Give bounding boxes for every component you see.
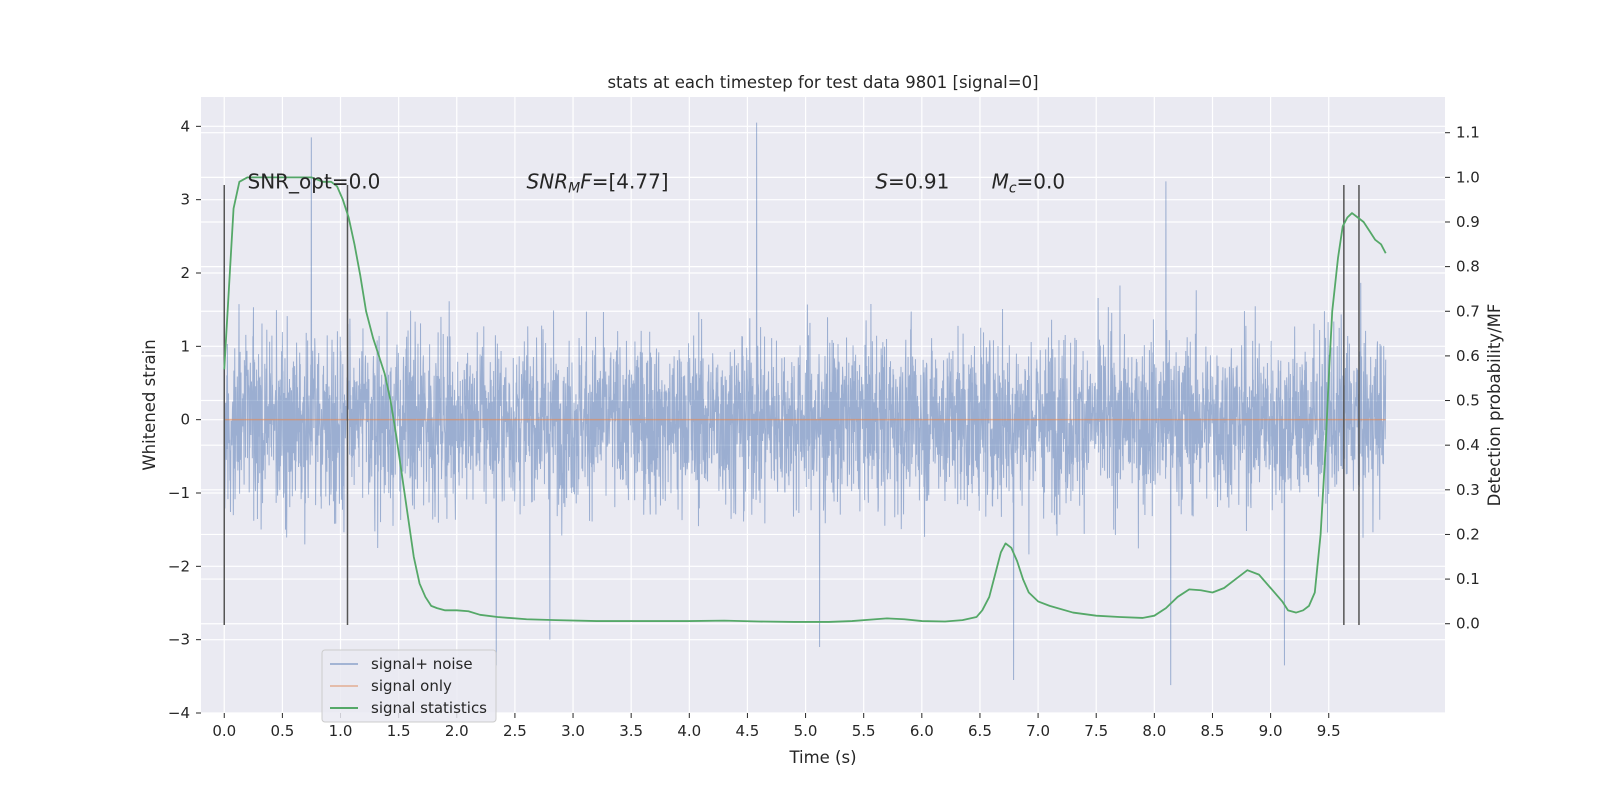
y2-tick-label: 0.8: [1456, 258, 1480, 276]
y-tick-label: −2: [168, 557, 190, 575]
y2-tick-label: 0.4: [1456, 436, 1480, 454]
y2-tick-label: 0.3: [1456, 481, 1480, 499]
y-tick-labels: 4 3 2 1 0 −1 −2 −3 −4: [168, 117, 201, 722]
annotation-text: SNR_opt=0.0: [248, 170, 381, 194]
series-signal-plus-noise: [223, 122, 1387, 686]
y2-tick-label: 0.7: [1456, 302, 1480, 320]
x-tick-label: 5.0: [794, 722, 818, 740]
x-tick-label: 3.0: [561, 722, 585, 740]
x-tick-labels: 0.0 0.5 1.0 1.5 2.0 2.5 3.0 3.5 4.0 4.5 5.0 5.5 6.0 6…: [212, 713, 1341, 740]
y2-tick-label: 1.0: [1456, 168, 1480, 186]
x-tick-label: 5.5: [852, 722, 876, 740]
y-tick-label: −3: [168, 631, 190, 649]
y-tick-label: 0: [180, 411, 190, 429]
legend-box: [321, 649, 497, 723]
marker-lines: [223, 185, 1360, 625]
y-tick-label: 1: [180, 337, 190, 355]
x-tick-label: 4.5: [736, 722, 760, 740]
x-tick-label: 4.0: [677, 722, 701, 740]
annotation-text: S=0.91: [875, 170, 949, 194]
annotation-text: Mc=0.0: [992, 170, 1066, 197]
legend-label-signal-plus-noise: signal+ noise: [371, 655, 473, 673]
y-axis-label: Whitened strain: [140, 339, 159, 470]
x-tick-label: 2.5: [503, 722, 527, 740]
x-tick-label: 0.5: [270, 722, 294, 740]
y2-tick-label: 0.5: [1456, 392, 1480, 410]
legend: signal+ noise signal only signal statist…: [321, 649, 497, 723]
annotations: SNR_opt=0.0 SNRMF=[4.77] S=0.91 Mc=0.0: [248, 170, 1066, 197]
line-signal-plus-noise: [223, 122, 1387, 686]
y2-tick-label: 0.0: [1456, 615, 1480, 633]
y2-tick-label: 0.1: [1456, 570, 1480, 588]
x-tick-label: 7.0: [1026, 722, 1050, 740]
x-tick-label: 2.0: [445, 722, 469, 740]
x-tick-label: 7.5: [1084, 722, 1108, 740]
y2-tick-label: 0.6: [1456, 347, 1480, 365]
y2-tick-label: 1.1: [1456, 124, 1480, 142]
y-tick-label: −1: [168, 484, 190, 502]
x-tick-label: 0.0: [212, 722, 236, 740]
legend-label-signal-statistics: signal statistics: [371, 699, 487, 717]
y2-axis-label: Detection probability/MF: [1485, 304, 1504, 507]
legend-label-signal-only: signal only: [371, 677, 452, 695]
x-tick-label: 1.0: [329, 722, 353, 740]
x-tick-label: 6.0: [910, 722, 934, 740]
x-tick-label: 8.5: [1201, 722, 1225, 740]
y-tick-label: −4: [168, 704, 190, 722]
y2-tick-labels: 1.1 1.0 0.9 0.8 0.7 0.6 0.5 0.4 0.3 0.2 0.1 0.0: [1445, 124, 1480, 633]
y-tick-label: 3: [180, 191, 190, 209]
x-tick-label: 6.5: [968, 722, 992, 740]
x-tick-label: 9.0: [1259, 722, 1283, 740]
y2-tick-label: 0.9: [1456, 213, 1480, 231]
line-signal-statistics: [223, 176, 1387, 623]
x-tick-label: 9.5: [1317, 722, 1341, 740]
x-axis-label: Time (s): [788, 748, 856, 767]
annotation-text: SNRMF=[4.77]: [527, 170, 669, 197]
y-tick-label: 4: [180, 117, 190, 135]
chart-title: stats at each timestep for test data 980…: [607, 73, 1038, 92]
y2-tick-label: 0.2: [1456, 525, 1480, 543]
x-tick-label: 1.5: [387, 722, 411, 740]
x-tick-label: 8.0: [1142, 722, 1166, 740]
y-tick-label: 2: [180, 264, 190, 282]
x-tick-label: 3.5: [619, 722, 643, 740]
series-signal-statistics: [223, 176, 1387, 623]
